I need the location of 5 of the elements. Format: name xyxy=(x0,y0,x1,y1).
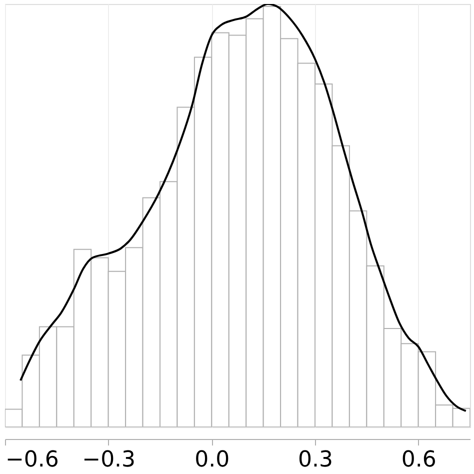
x-tick-label: 0.3 xyxy=(298,448,333,472)
x-tick-label: 0.6 xyxy=(401,448,436,472)
x-tick-label: 0.0 xyxy=(194,448,230,472)
x-tick-label: −0.3 xyxy=(82,448,136,472)
x-tick-label: −0.6 xyxy=(6,448,59,472)
